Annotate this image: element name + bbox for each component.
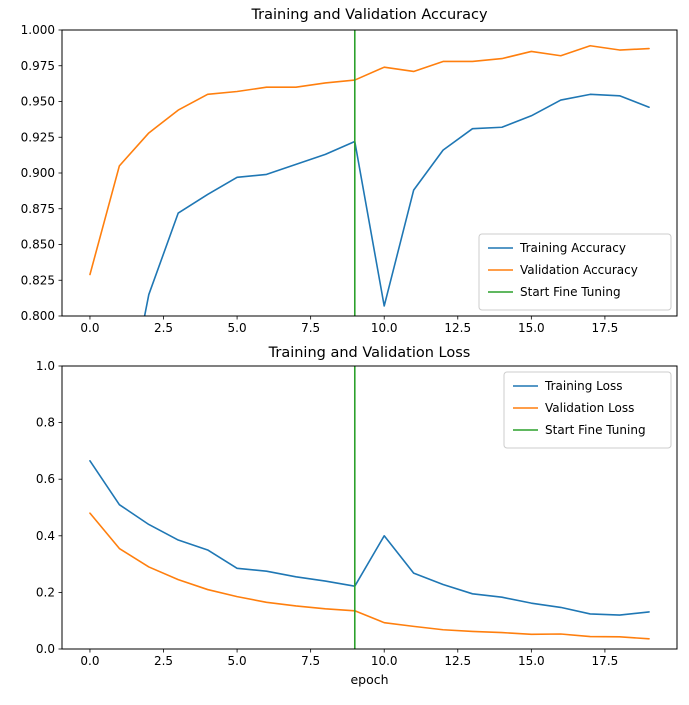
x-tick-label: 17.5	[592, 321, 619, 335]
legend: Training Loss Validation Loss Start Fine T…	[503, 371, 672, 449]
y-tick-label: 0.0	[36, 642, 55, 656]
y-tick-label: 0.950	[21, 95, 55, 109]
subplot-title: Training and Validation Accuracy	[250, 7, 488, 23]
series-line-validation-loss	[89, 512, 650, 640]
y-tick-label: 0.825	[21, 273, 55, 287]
y-tick-label: 0.6	[36, 472, 55, 486]
legend: Training Accuracy Validation Accuracy Star…	[478, 233, 672, 311]
x-tick-label: 10.0	[371, 321, 398, 335]
x-tick-label: 5.0	[228, 654, 247, 668]
x-tick-label: 10.0	[371, 654, 398, 668]
x-tick-label: 0.0	[80, 654, 99, 668]
y-tick-label: 0.875	[21, 202, 55, 216]
legend-frame	[503, 371, 672, 449]
x-tick-label: 15.0	[518, 654, 545, 668]
x-tick-label: 2.5	[154, 321, 173, 335]
legend-label-start-fine-tuning: Start Fine Tuning	[545, 423, 646, 437]
series-line-training-accuracy	[143, 93, 650, 316]
x-tick-label: 12.5	[444, 321, 471, 335]
y-tick-label: 1.0	[36, 359, 55, 373]
x-tick-label: 12.5	[444, 654, 471, 668]
x-tick-label: 17.5	[592, 654, 619, 668]
subplot-title: Training and Validation Loss	[268, 345, 471, 361]
y-tick-label: 0.4	[36, 529, 55, 543]
x-tick-label: 5.0	[228, 321, 247, 335]
x-axis-label: epoch	[350, 672, 388, 687]
x-tick-label: 15.0	[518, 321, 545, 335]
axes-frame	[61, 365, 678, 650]
legend-label-validation-loss: Validation Loss	[545, 401, 634, 415]
y-tick-label: 0.8	[36, 416, 55, 430]
y-tick-label: 1.000	[21, 23, 55, 37]
y-tick-label: 0.800	[21, 309, 55, 323]
legend-label-training-loss: Training Loss	[544, 379, 622, 393]
y-tick-label: 0.2	[36, 585, 55, 599]
y-tick-label: 0.925	[21, 130, 55, 144]
y-tick-label: 0.900	[21, 166, 55, 180]
legend-label-validation-accuracy: Validation Accuracy	[520, 263, 638, 277]
x-tick-label: 7.5	[301, 654, 320, 668]
legend-frame	[478, 233, 672, 311]
plot-area	[89, 459, 650, 640]
series-line-training-loss	[89, 459, 650, 616]
x-tick-label: 2.5	[154, 654, 173, 668]
y-tick-label: 0.975	[21, 59, 55, 73]
plot-area	[89, 44, 650, 316]
axes-frame	[61, 29, 678, 317]
subplot-training-and-validation-loss: 0.0 2.5 5.0 7.5 10.0 12.5 15.0 17.5 0.0 0.2 0.4 0.6…	[36, 345, 678, 687]
x-tick-label: 0.0	[80, 321, 99, 335]
y-tick-label: 0.850	[21, 238, 55, 252]
legend-label-training-accuracy: Training Accuracy	[519, 241, 626, 255]
series-line-validation-accuracy	[89, 44, 650, 276]
x-tick-label: 7.5	[301, 321, 320, 335]
subplot-training-and-validation-accuracy: 0.0 2.5 5.0 7.5 10.0 12.5 15.0 17.5 0.800 0.825 0.…	[21, 7, 678, 335]
legend-label-start-fine-tuning: Start Fine Tuning	[520, 285, 621, 299]
